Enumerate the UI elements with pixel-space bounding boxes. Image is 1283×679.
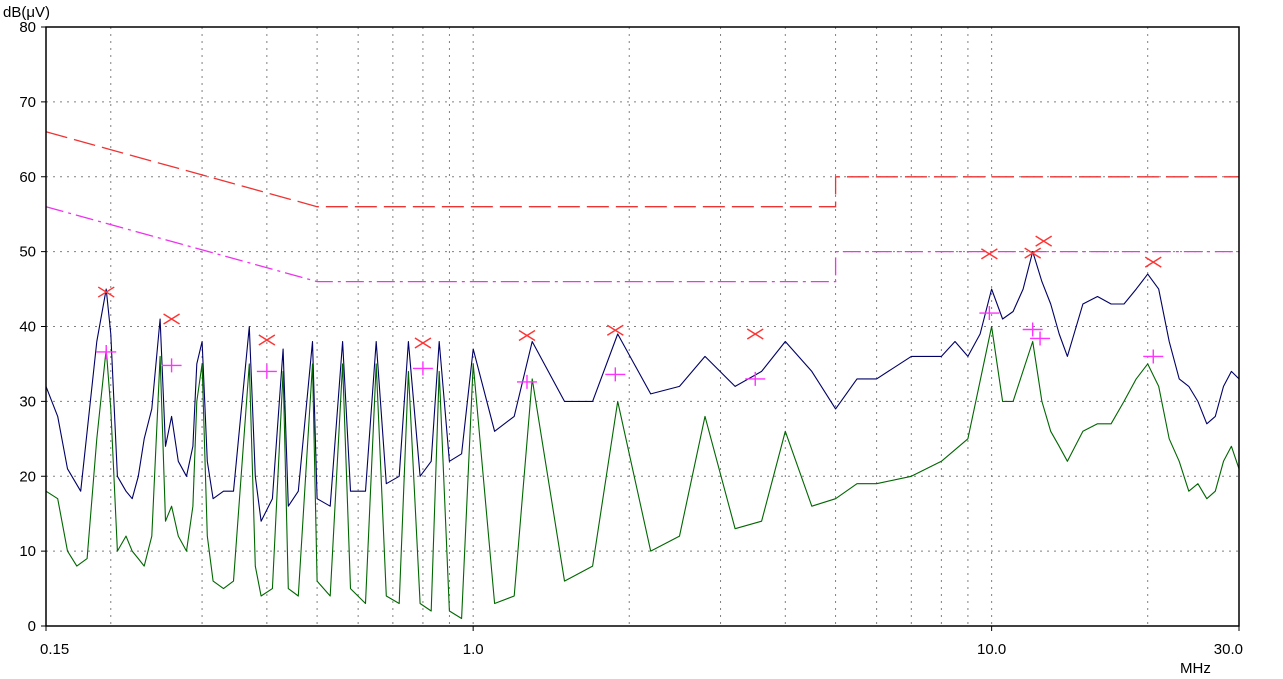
data-traces [45, 251, 1240, 620]
limit-line [45, 131, 1239, 208]
avg-peak-marker [516, 374, 537, 389]
qp-peak-marker [414, 337, 432, 349]
y-axis-label: dB(μV) [3, 4, 50, 21]
y-tick-label: 60 [19, 169, 36, 186]
grid-lines [46, 27, 1239, 626]
y-tick-label: 80 [19, 19, 36, 36]
x-tick-label: 10.0 [977, 641, 1006, 658]
limit-line [45, 206, 1239, 283]
avg-peak-marker [1022, 322, 1043, 337]
avg-peak-marker [256, 364, 277, 379]
y-tick-label: 40 [19, 319, 36, 336]
qp-peak-marker [258, 334, 276, 346]
qp-peak-marker [606, 324, 624, 336]
x-tick-label: 30.0 [1214, 641, 1243, 658]
x-tick-label: 1.0 [463, 641, 484, 658]
limit-lines [45, 131, 1239, 283]
x-tick-label: 0.15 [40, 641, 69, 658]
qp-peak-marker [163, 313, 180, 325]
qp-peak-marker [1024, 247, 1042, 259]
qp-peak-marker [1035, 235, 1053, 247]
avg-peak-marker [96, 344, 117, 359]
series-line [45, 251, 1240, 522]
qp-peak-marker [746, 328, 764, 340]
series-line [45, 325, 1240, 620]
y-tick-label: 20 [19, 468, 36, 485]
x-axis-label: MHz [1180, 660, 1211, 677]
avg-peak-marker [1143, 349, 1164, 364]
y-tick-label: 50 [19, 244, 36, 261]
qp-peak-marker [97, 286, 115, 298]
y-tick-label: 70 [19, 94, 36, 111]
avg-peak-marker [412, 361, 433, 376]
avg-peak-marker [605, 367, 626, 382]
qp-peak-marker [518, 329, 536, 342]
y-tick-label: 30 [19, 393, 36, 410]
y-tick-label: 0 [28, 618, 36, 635]
qp-peak-marker [980, 248, 998, 260]
avg-peak-marker [979, 306, 1000, 321]
axis-ticks: 0 10 20 30 40 50 60 70 80 0.15 1.0 10.0 30.0 [19, 19, 1243, 658]
qp-peak-marker [1144, 256, 1162, 268]
peak-markers [96, 235, 1164, 389]
avg-peak-marker [161, 358, 182, 373]
avg-peak-marker [1030, 331, 1051, 346]
avg-peak-marker [745, 371, 766, 386]
y-tick-label: 10 [19, 543, 36, 560]
